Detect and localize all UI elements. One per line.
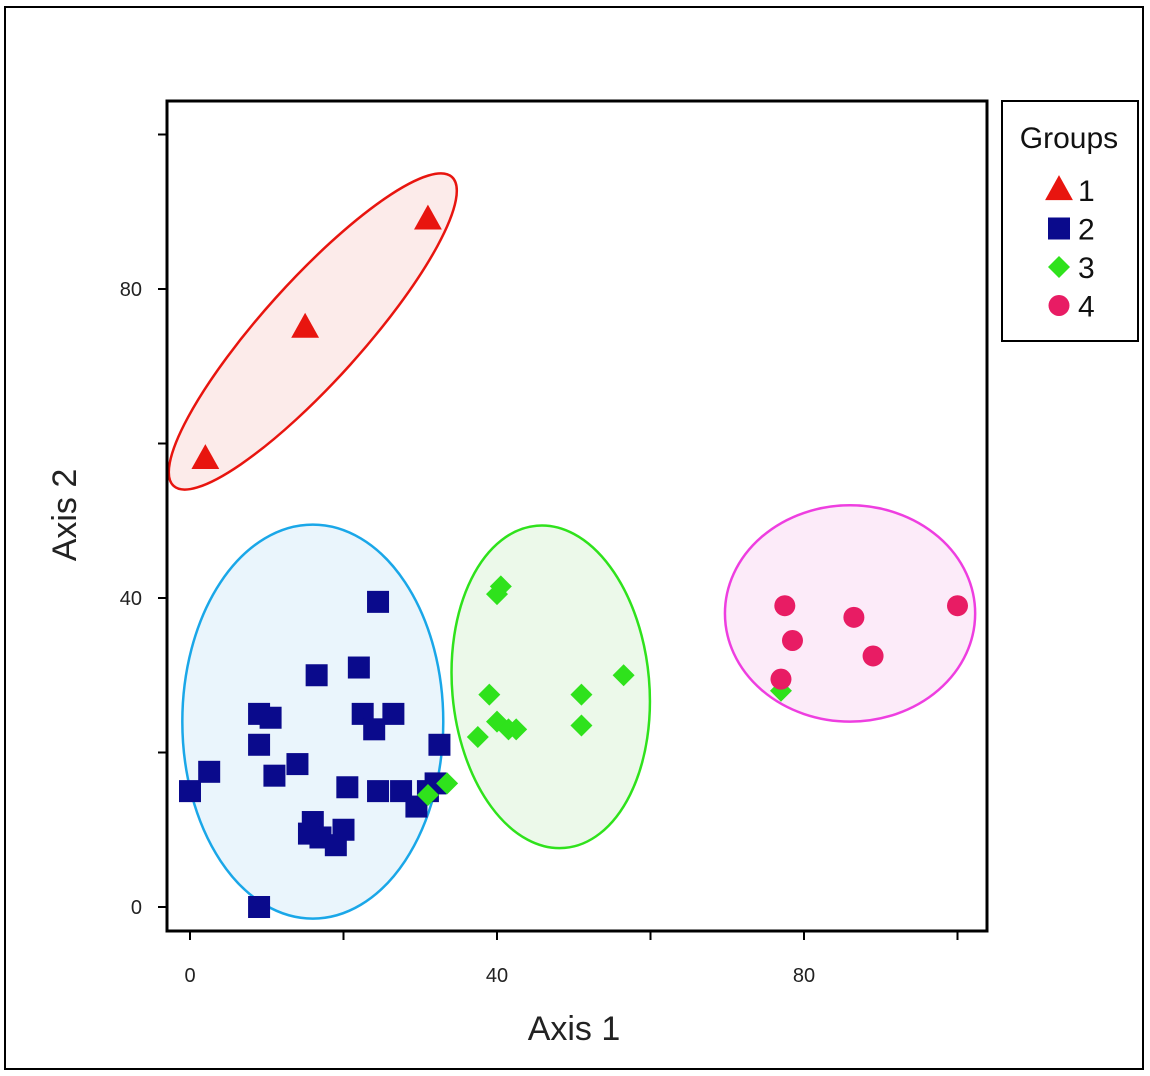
group-3-point — [489, 575, 512, 598]
group-3-point — [478, 683, 501, 706]
x-tick-label: 0 — [184, 965, 195, 987]
legend-items: 1 2 3 4 — [1045, 175, 1095, 324]
x-tick-label: 40 — [486, 965, 508, 987]
group-2-point — [428, 733, 451, 756]
group-2-ellipse — [181, 523, 445, 920]
legend-label-2: 2 — [1078, 214, 1095, 247]
legend-label-3: 3 — [1078, 252, 1095, 285]
legend-label-1: 1 — [1078, 175, 1095, 208]
group-2-point — [263, 764, 286, 787]
legend-item-1: 1 — [1045, 175, 1095, 208]
group-3-point — [505, 718, 528, 741]
group-2-point — [179, 780, 201, 803]
legend-circle-marker — [1048, 295, 1070, 316]
y-axis-title: Axis 2 — [46, 469, 84, 562]
group-2-point — [382, 702, 405, 725]
group-1-point — [414, 204, 442, 230]
group-2-point — [248, 733, 271, 756]
group-4-point — [774, 595, 796, 617]
group-3-point — [466, 726, 489, 749]
legend: Groups 1 2 3 4 — [1001, 100, 1139, 342]
group-3-point — [612, 664, 635, 687]
group-2-point — [347, 656, 370, 679]
axes: 0 40 80 0 40 80 — [120, 133, 959, 987]
group-1-point — [291, 312, 320, 338]
group-ellipses — [167, 172, 977, 920]
group-2-point — [305, 664, 328, 687]
group-2-point — [332, 818, 355, 841]
group-2-point — [367, 590, 390, 613]
group-4-point — [770, 668, 792, 690]
legend-item-4: 4 — [1048, 291, 1095, 324]
group-3-point — [416, 783, 439, 806]
group-2-point — [259, 706, 282, 729]
group-3-point — [570, 714, 593, 737]
group-4-point — [781, 629, 803, 651]
group-2-point — [363, 718, 386, 741]
group-2-point — [248, 896, 271, 918]
group-1-point — [191, 444, 220, 470]
group-4-point — [862, 645, 884, 667]
legend-triangle-marker — [1045, 175, 1073, 201]
group-2-point — [286, 753, 309, 776]
legend-title: Groups — [1020, 122, 1118, 155]
group-4-point — [947, 595, 968, 617]
group-4-point — [843, 606, 865, 628]
plot-area-frame — [165, 99, 989, 933]
y-tick-label: 80 — [120, 279, 142, 301]
x-tick-label: 80 — [793, 965, 815, 987]
legend-item-2: 2 — [1048, 214, 1095, 247]
group-3-point — [436, 772, 459, 795]
legend-square-marker — [1048, 217, 1070, 240]
data-points — [179, 204, 968, 918]
x-axis-title: Axis 1 — [528, 1010, 621, 1048]
group-2-point — [198, 760, 221, 783]
group-2-point — [336, 776, 359, 799]
group-2-point — [367, 780, 390, 803]
y-tick-label: 40 — [120, 588, 142, 610]
legend-diamond-marker — [1048, 256, 1070, 278]
legend-label-4: 4 — [1078, 291, 1095, 324]
y-tick-label: 0 — [131, 897, 142, 919]
legend-item-3: 3 — [1048, 252, 1095, 285]
group-3-point — [570, 683, 593, 706]
group-3-ellipse — [450, 524, 652, 850]
